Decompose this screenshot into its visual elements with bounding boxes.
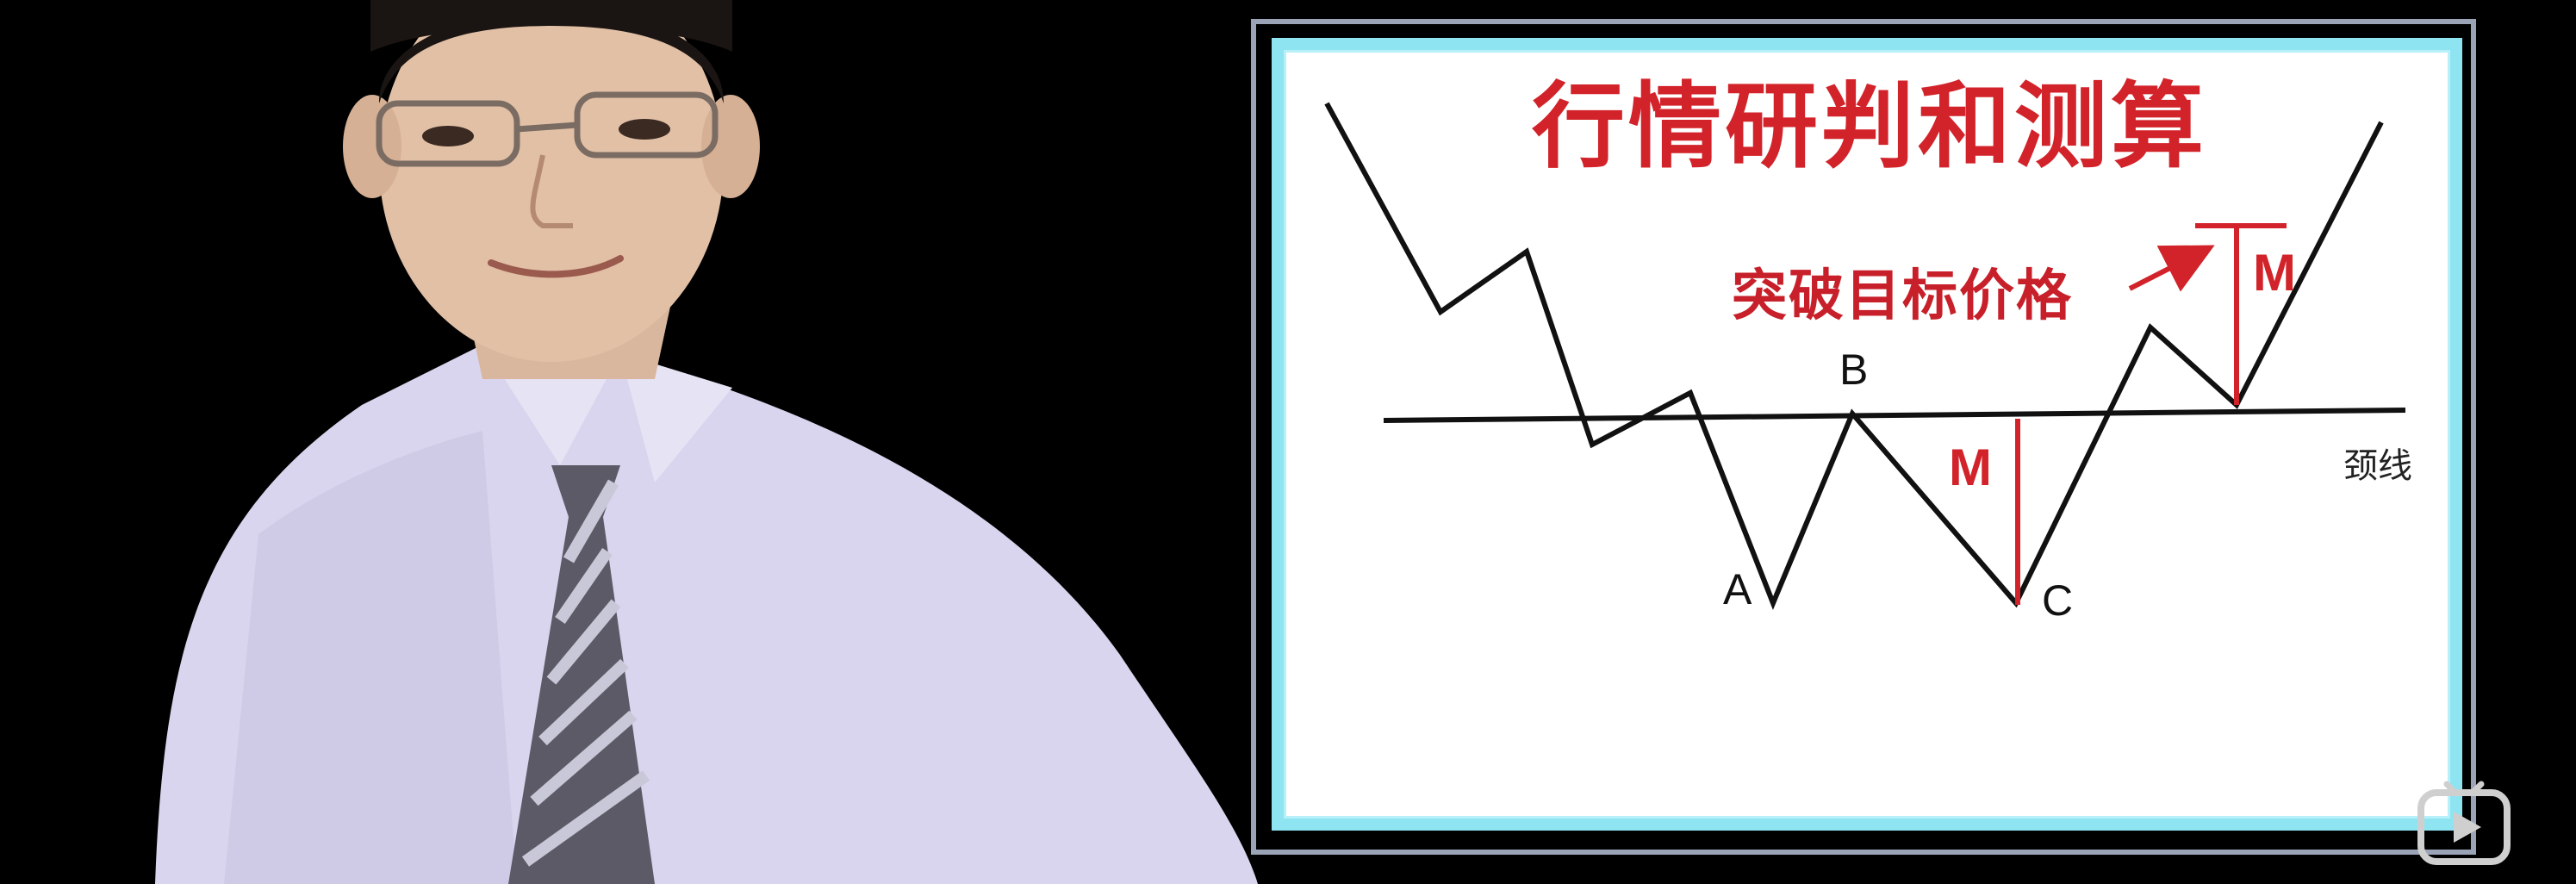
measure-label-upper: M xyxy=(2253,244,2296,302)
price-path xyxy=(1324,102,2384,610)
point-b-label: B xyxy=(1839,346,1869,394)
measure-label-lower: M xyxy=(1949,439,1992,496)
diagram-title: 行情研判和测算 xyxy=(1531,73,2207,181)
point-a-label: A xyxy=(1723,565,1752,613)
presenter-figure xyxy=(155,0,1258,884)
target-arrow xyxy=(2128,245,2215,292)
neckline-label: 颈线 xyxy=(2343,446,2412,486)
point-c-label: C xyxy=(2042,576,2074,625)
play-button-icon xyxy=(2417,781,2511,865)
neckline xyxy=(1383,408,2406,423)
breakout-target-label: 突破目标价格 xyxy=(1732,265,2073,328)
